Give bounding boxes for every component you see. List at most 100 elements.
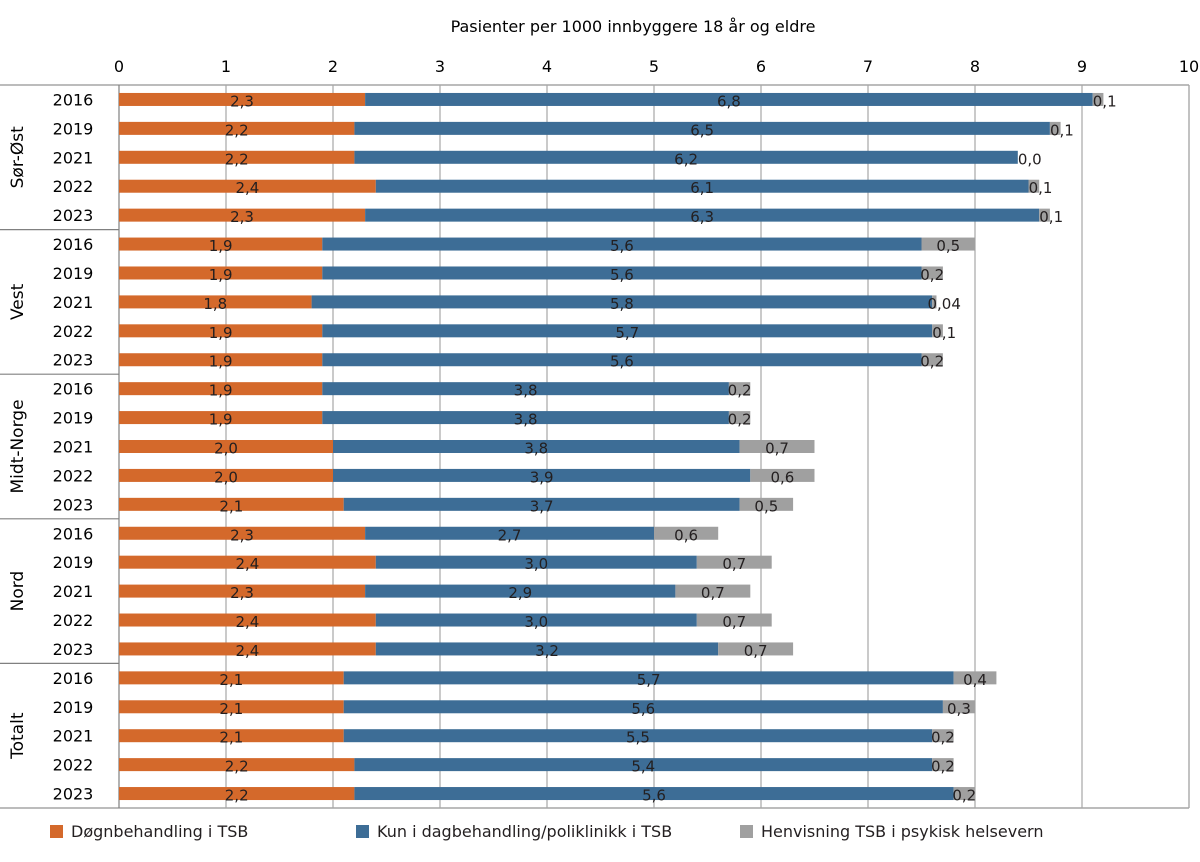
bar-segment [375,555,697,569]
bar-segment [921,237,975,251]
x-tick-label: 4 [542,57,552,76]
year-label: 2023 [53,640,94,659]
data-label: 0,0 [1018,150,1042,168]
data-label: 2,2 [225,758,249,776]
data-label: 5,7 [637,671,661,689]
data-label: 0,1 [1039,208,1063,226]
bar-segment [375,642,719,656]
bar-segment [365,92,1093,106]
data-label: 0,1 [1050,121,1074,139]
year-label: 2019 [53,119,94,138]
data-label: 0,7 [722,613,746,631]
data-label: 0,7 [701,584,725,602]
bar-segment [953,787,975,801]
bar-segment [728,411,751,425]
data-label: 2,4 [235,179,259,197]
bar-segment [119,642,376,656]
data-label: 3,2 [535,642,559,660]
year-label: 2023 [53,351,94,370]
data-label: 0,2 [931,758,955,776]
bar-segment [675,584,751,598]
category-axis: 2016 2019 2021 2022 2023 Sør-Øst 2016 2019 2021 2… [0,90,119,804]
bar-segment [1028,179,1040,193]
x-tick-label: 6 [756,57,766,76]
bar-segment [654,526,719,540]
group-label: Sør-Øst [8,126,28,188]
data-label: 2,1 [219,700,243,718]
group-label: Totalt [8,712,28,760]
bar-segment [365,208,1040,222]
bar-segment [119,440,333,453]
data-label: 2,2 [225,787,249,805]
bar-segment [119,121,355,135]
data-label: 2,3 [230,92,254,110]
data-label: 2,0 [214,468,238,486]
bar-segment [728,382,751,396]
bar-segment [119,237,323,251]
data-label: 2,1 [219,729,243,747]
bar-segment [119,179,376,193]
year-label: 2016 [53,235,94,254]
data-label: 0,1 [932,324,956,342]
data-label: 1,8 [203,295,227,313]
data-label: 0,2 [728,411,752,429]
bar-segment [942,700,975,714]
legend-swatch-gray [740,825,753,838]
data-label: 5,6 [631,700,655,718]
x-tick-label: 1 [221,57,231,76]
bar-segment [119,382,323,396]
bar-segment [119,555,376,569]
data-label: 0,04 [927,295,960,313]
legend-label: Døgnbehandling i TSB [71,822,249,841]
data-label: 2,0 [214,440,238,458]
data-label: 2,3 [230,526,254,544]
legend: Døgnbehandling i TSB Kun i dagbehandling… [0,818,1200,848]
data-label: 0,2 [920,353,944,371]
data-label: 0,2 [728,382,752,400]
bar-segment [921,266,943,280]
data-label: 1,9 [209,411,233,429]
data-label: 1,9 [209,237,233,255]
data-label: 0,2 [931,729,955,747]
data-label: 5,6 [642,787,666,805]
legend-label: Henvisning TSB i psykisk helsevern [761,822,1044,841]
bar-segment [696,555,772,569]
data-label: 1,9 [209,324,233,342]
data-label: 6,1 [690,179,714,197]
data-label: 6,5 [690,121,714,139]
data-label: 0,2 [952,787,976,805]
bar-segment [932,295,937,309]
data-label: 0,4 [963,671,987,689]
year-label: 2019 [53,409,94,428]
bar-segment [921,353,943,367]
data-label: 0,3 [947,700,971,718]
data-label: 3,8 [514,382,538,400]
data-label: 0,6 [770,468,794,486]
bar-segment [354,150,1018,164]
bar-segment [365,584,676,598]
data-label: 0,1 [1093,92,1117,110]
data-label: 1,9 [209,382,233,400]
bar-segment [119,671,344,685]
data-label: 2,9 [508,584,532,602]
bar-segment [932,729,954,743]
bar-segment [343,497,740,511]
data-label: 0,6 [674,526,698,544]
data-label: 3,8 [524,440,548,458]
data-label: 2,1 [219,497,243,515]
bar-segment [322,411,729,425]
data-label: 3,7 [530,497,554,515]
bar-segment [343,671,954,685]
year-label: 2016 [53,524,94,543]
data-label: 0,5 [936,237,960,255]
year-label: 2016 [53,380,94,399]
bar-segment [119,150,355,164]
data-label: 3,9 [530,468,554,486]
x-tick-label: 10 [1179,57,1199,76]
year-label: 2023 [53,785,94,804]
year-label: 2019 [53,264,94,283]
legend-item-dognbehandling: Døgnbehandling i TSB [50,822,248,841]
bar-segment [119,584,366,598]
data-label: 2,1 [219,671,243,689]
